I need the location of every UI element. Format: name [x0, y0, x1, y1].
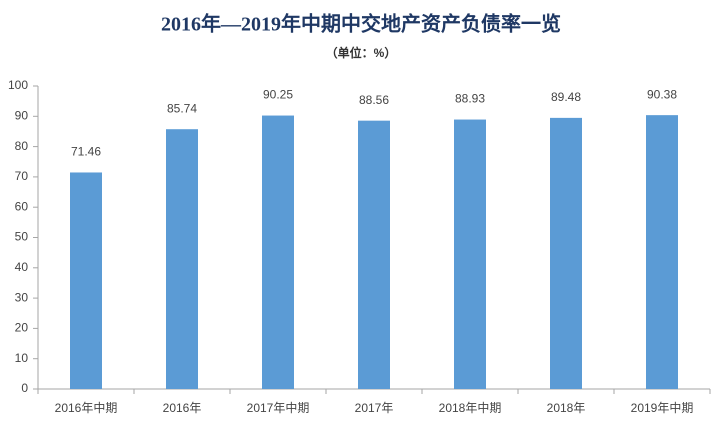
chart-title: 2016年—2019年中期中交地产资产负债率一览 [161, 12, 561, 36]
data-label: 88.93 [455, 92, 485, 106]
bar [70, 172, 102, 389]
x-tick-label: 2016年 [163, 401, 202, 415]
x-tick-label: 2018年 [547, 401, 586, 415]
y-tick-label: 20 [15, 321, 29, 335]
data-label: 85.74 [167, 101, 197, 115]
x-tick-label: 2017年中期 [247, 400, 310, 415]
chart-subtitle: （单位：%） [326, 45, 397, 60]
y-tick-label: 40 [15, 260, 29, 274]
data-label: 71.46 [71, 145, 101, 159]
data-label: 88.56 [359, 93, 389, 107]
x-tick-label: 2017年 [355, 401, 394, 415]
y-tick-label: 90 [15, 108, 29, 122]
x-tick-label: 2018年中期 [439, 400, 502, 415]
y-tick-label: 100 [8, 78, 28, 92]
x-tick-label: 2019年中期 [631, 400, 694, 415]
y-tick-label: 30 [15, 290, 29, 304]
y-tick-label: 10 [15, 351, 29, 365]
y-tick-label: 50 [15, 230, 29, 244]
data-label: 89.48 [551, 90, 581, 104]
y-tick-label: 60 [15, 199, 29, 213]
bar [358, 120, 390, 389]
x-tick-label: 2016年中期 [55, 400, 118, 415]
y-tick-label: 70 [15, 169, 29, 183]
data-label: 90.25 [263, 88, 293, 102]
bar [454, 119, 486, 389]
bar [646, 115, 678, 390]
y-tick-label: 0 [21, 381, 28, 395]
bar [166, 129, 198, 389]
bar [550, 117, 582, 389]
bar [262, 115, 294, 389]
data-label: 90.38 [647, 87, 677, 101]
y-tick-label: 80 [15, 139, 29, 153]
